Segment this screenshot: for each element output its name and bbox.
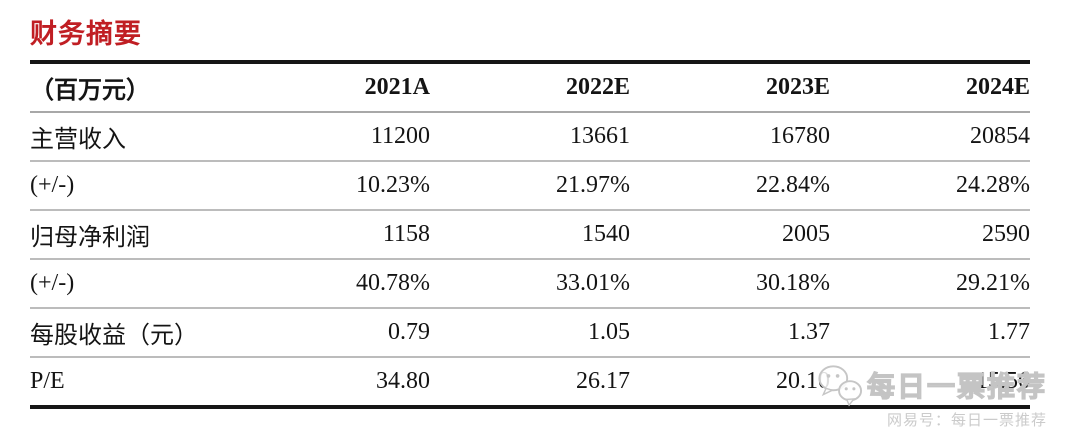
cell-value: 21.97% — [556, 172, 630, 198]
cell-value: 1.37 — [788, 319, 830, 345]
cell-value: 1158 — [382, 221, 430, 247]
cell-value: 1540 — [582, 221, 630, 247]
table-header-row: （百万元） 2021A 2022E 2023E 2024E — [30, 62, 1030, 112]
watermark-main-text: 每日一票推荐 — [866, 370, 1047, 402]
cell-value: 33.01% — [556, 270, 630, 296]
row-label: (+/-) — [30, 172, 75, 198]
cell-value: 11200 — [370, 123, 430, 149]
cell-value: 13661 — [570, 123, 630, 149]
row-label: 归母净利润 — [30, 225, 150, 251]
financial-summary-table: （百万元） 2021A 2022E 2023E 2024E 主营收入 11200… — [30, 60, 1030, 409]
unit-header: （百万元） — [30, 78, 150, 104]
cell-value: 29.21% — [956, 270, 1030, 296]
cell-value: 1.05 — [588, 319, 630, 345]
row-label: 每股收益（元） — [30, 323, 198, 349]
watermark: 每日一票推荐 — [817, 363, 1047, 407]
cell-value: 30.18% — [756, 270, 830, 296]
row-label: 主营收入 — [30, 127, 126, 153]
column-header-2023e: 2023E — [765, 74, 830, 100]
table-row-eps: 每股收益（元） 0.79 1.05 1.37 1.77 — [30, 308, 1030, 357]
cell-value: 26.17 — [576, 368, 630, 394]
wechat-icon — [817, 363, 863, 407]
cell-value: 2590 — [982, 221, 1030, 247]
cell-value: 22.84% — [756, 172, 830, 198]
cell-value: 0.79 — [388, 319, 430, 345]
page-title: 财务摘要 — [30, 19, 142, 49]
cell-value: 20.10 — [776, 368, 830, 394]
cell-value: 1.77 — [988, 319, 1030, 345]
cell-value: 24.28% — [956, 172, 1030, 198]
cell-value: 40.78% — [356, 270, 430, 296]
cell-value: 34.80 — [376, 368, 430, 394]
table-row-profit-growth: (+/-) 40.78% 33.01% 30.18% 29.21% — [30, 259, 1030, 308]
row-label: P/E — [30, 368, 65, 394]
cell-value: 16780 — [770, 123, 830, 149]
table-row-revenue: 主营收入 11200 13661 16780 20854 — [30, 112, 1030, 161]
watermark-sub-text: 网易号：每日一票推荐 — [886, 412, 1047, 429]
cell-value: 10.23% — [356, 172, 430, 198]
column-header-2022e: 2022E — [565, 74, 630, 100]
cell-value: 20854 — [970, 123, 1030, 149]
row-label: (+/-) — [30, 270, 75, 296]
cell-value: 15.56 — [976, 368, 1030, 394]
column-header-2021a: 2021A — [364, 74, 430, 100]
table-row-net-profit: 归母净利润 1158 1540 2005 2590 — [30, 210, 1030, 259]
cell-value: 2005 — [782, 221, 830, 247]
column-header-2024e: 2024E — [965, 74, 1030, 100]
table-row-revenue-growth: (+/-) 10.23% 21.97% 22.84% 24.28% — [30, 161, 1030, 210]
